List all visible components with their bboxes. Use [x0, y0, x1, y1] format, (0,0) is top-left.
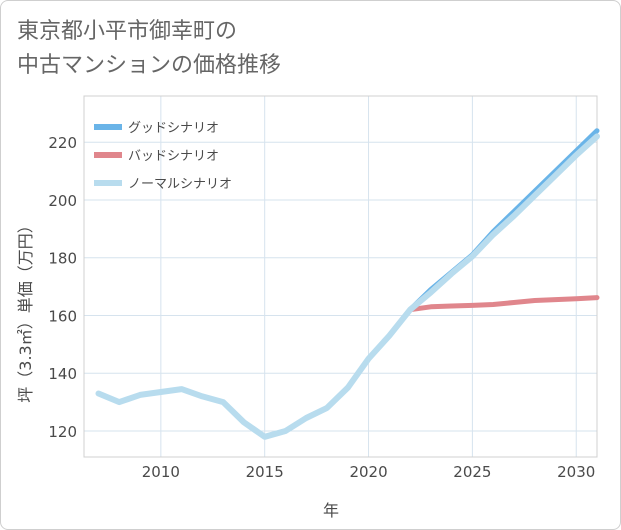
y-tick-label-220: 220 — [48, 134, 77, 152]
legend-label-0: グッドシナリオ — [128, 121, 219, 136]
y-tick-label-120: 120 — [48, 423, 77, 441]
series-line-1 — [407, 295, 600, 313]
x-axis-label: 年 — [323, 501, 339, 520]
y-axis-label: 坪（3.3㎡）単価（万円） — [16, 217, 35, 402]
series-line-2 — [95, 133, 600, 440]
x-tick-label-2020: 2020 — [349, 463, 387, 481]
series-layer — [95, 128, 600, 440]
y-tick-label-140: 140 — [48, 365, 77, 383]
y-tick-label-160: 160 — [48, 307, 77, 325]
x-tick-label-2025: 2025 — [453, 463, 491, 481]
chart-title: 東京都小平市御幸町の 中古マンションの価格推移 — [17, 15, 281, 83]
axis-ticks: 2010 2015 2020 2025 2030 120 140 160 180 200 220 — [48, 134, 595, 481]
legend-label-1: バッドシナリオ — [128, 149, 219, 164]
plot-frame — [83, 95, 598, 458]
y-tick-label-200: 200 — [48, 192, 77, 210]
y-tick-label-180: 180 — [48, 250, 77, 268]
legend-label-2: ノーマルシナリオ — [128, 177, 232, 192]
x-tick-label-2015: 2015 — [246, 463, 284, 481]
grid — [84, 96, 597, 457]
x-tick-label-2010: 2010 — [142, 463, 180, 481]
chart-title-line2: 中古マンションの価格推移 — [17, 53, 282, 78]
chart-title-line1: 東京都小平市御幸町の — [17, 19, 238, 44]
x-tick-label-2030: 2030 — [557, 463, 595, 481]
